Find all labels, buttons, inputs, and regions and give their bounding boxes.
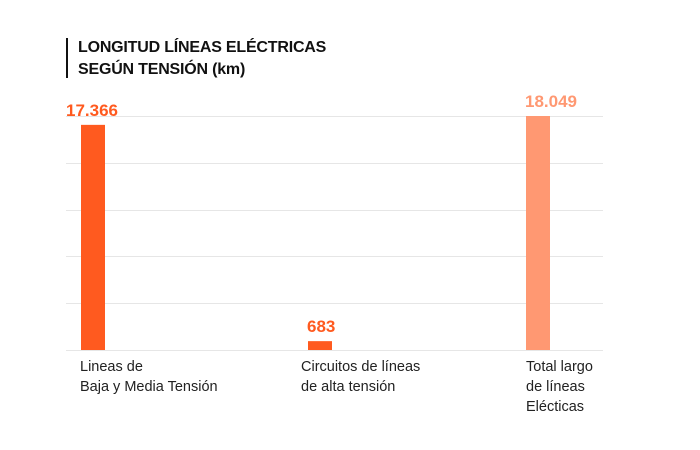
bar-3: [526, 116, 550, 350]
value-label-3: 18.049: [525, 92, 577, 111]
value-labels: 17.366 683 18.049: [66, 92, 577, 336]
bar-1: [81, 124, 105, 351]
bar-2: [308, 341, 332, 350]
category-label-2: Circuitos de líneas de alta tensión: [301, 359, 421, 395]
chart-title: LONGITUD LÍNEAS ELÉCTRICAS SEGÚN TENSIÓN…: [78, 37, 326, 81]
chart-title-line-2: SEGÚN TENSIÓN (km): [78, 61, 246, 78]
value-label-2: 683: [307, 317, 335, 336]
category-label-1: Lineas de Baja y Media Tensión: [80, 359, 218, 395]
gridlines: [66, 116, 603, 351]
bars: [81, 116, 550, 351]
title-accent-bar: [66, 38, 68, 78]
category-label-3: Total largo de líneas Elécticas: [526, 359, 593, 415]
chart-title-line-1: LONGITUD LÍNEAS ELÉCTRICAS: [78, 39, 327, 56]
value-label-1: 17.366: [66, 101, 118, 120]
